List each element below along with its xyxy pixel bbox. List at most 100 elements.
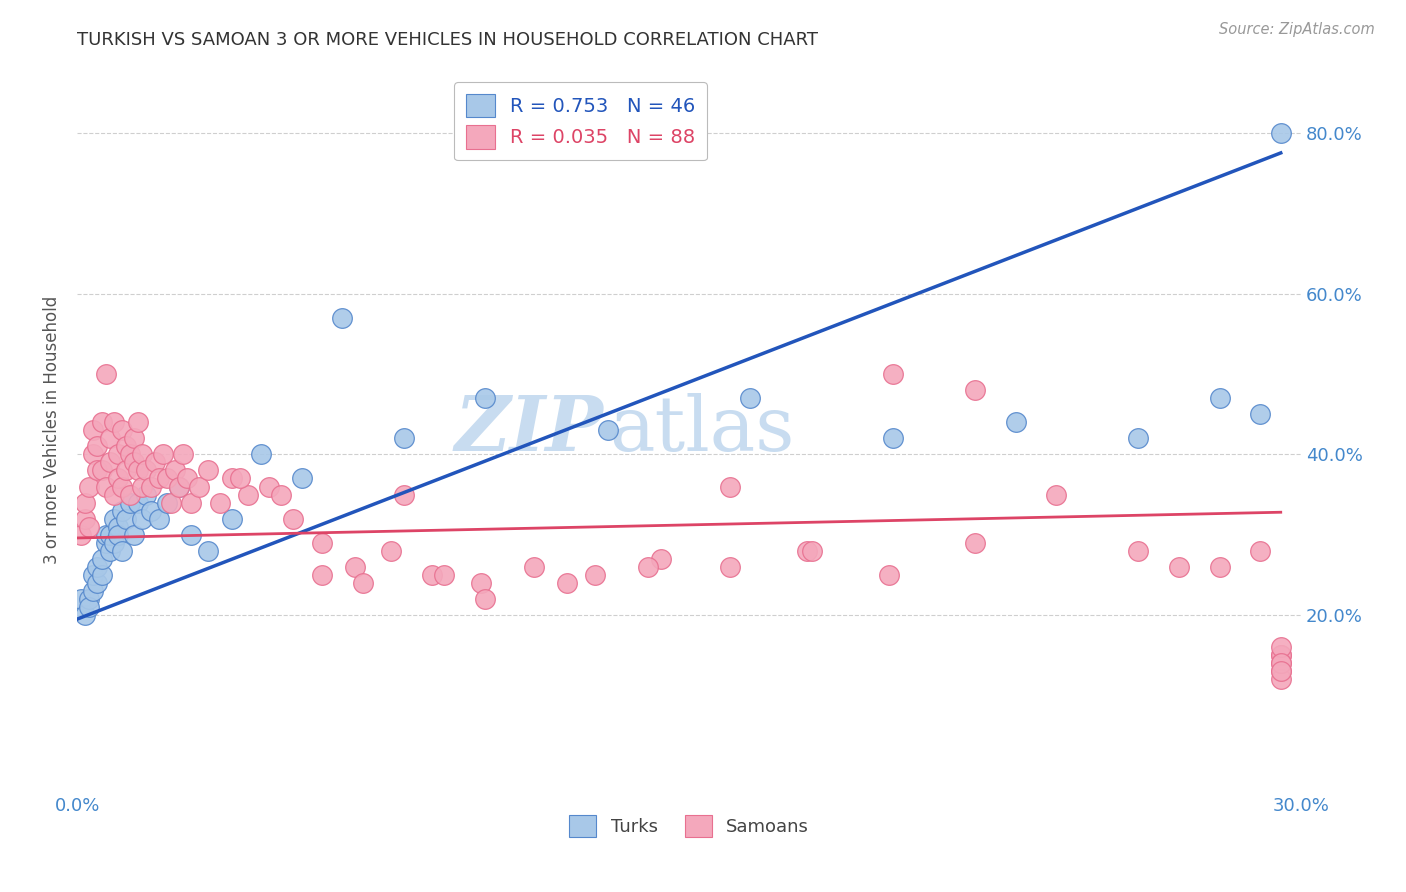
- Point: [156, 495, 179, 509]
- Point: [882, 367, 904, 381]
- Point: [98, 455, 121, 469]
- Point: [474, 592, 496, 607]
- Point: [127, 463, 149, 477]
- Point: [75, 495, 97, 509]
- Point: [103, 415, 125, 429]
- Point: [107, 519, 129, 533]
- Point: [163, 463, 186, 477]
- Point: [115, 511, 138, 525]
- Point: [1167, 560, 1189, 574]
- Point: [1270, 657, 1292, 671]
- Point: [127, 415, 149, 429]
- Text: Source: ZipAtlas.com: Source: ZipAtlas.com: [1219, 22, 1375, 37]
- Point: [1270, 648, 1292, 663]
- Point: [330, 310, 353, 325]
- Point: [94, 535, 117, 549]
- Point: [433, 568, 456, 582]
- Point: [86, 439, 108, 453]
- Point: [107, 447, 129, 461]
- Point: [131, 511, 153, 525]
- Point: [135, 487, 157, 501]
- Point: [1208, 560, 1230, 574]
- Point: [283, 511, 305, 525]
- Point: [111, 423, 134, 437]
- Point: [1126, 544, 1149, 558]
- Point: [1208, 391, 1230, 405]
- Point: [115, 439, 138, 453]
- Point: [94, 367, 117, 381]
- Point: [122, 455, 145, 469]
- Point: [98, 527, 121, 541]
- Point: [352, 576, 374, 591]
- Point: [523, 560, 546, 574]
- Legend: Turks, Samoans: Turks, Samoans: [562, 808, 817, 845]
- Point: [127, 495, 149, 509]
- Point: [167, 479, 190, 493]
- Point: [208, 495, 231, 509]
- Text: TURKISH VS SAMOAN 3 OR MORE VEHICLES IN HOUSEHOLD CORRELATION CHART: TURKISH VS SAMOAN 3 OR MORE VEHICLES IN …: [77, 31, 818, 49]
- Text: ZIP: ZIP: [454, 393, 603, 467]
- Point: [82, 447, 104, 461]
- Point: [188, 479, 211, 493]
- Point: [111, 503, 134, 517]
- Point: [740, 391, 762, 405]
- Point: [380, 544, 402, 558]
- Point: [718, 560, 741, 574]
- Point: [1004, 415, 1026, 429]
- Point: [103, 535, 125, 549]
- Point: [107, 527, 129, 541]
- Point: [86, 463, 108, 477]
- Point: [131, 479, 153, 493]
- Point: [135, 463, 157, 477]
- Point: [238, 487, 260, 501]
- Point: [172, 447, 194, 461]
- Point: [1270, 648, 1292, 663]
- Text: atlas: atlas: [610, 393, 794, 467]
- Point: [963, 535, 986, 549]
- Y-axis label: 3 or more Vehicles in Household: 3 or more Vehicles in Household: [44, 296, 60, 565]
- Point: [1249, 544, 1271, 558]
- Point: [86, 576, 108, 591]
- Point: [718, 479, 741, 493]
- Point: [79, 600, 101, 615]
- Point: [79, 519, 101, 533]
- Point: [637, 560, 659, 574]
- Point: [583, 568, 606, 582]
- Point: [1270, 665, 1292, 679]
- Point: [107, 471, 129, 485]
- Point: [290, 471, 312, 485]
- Point: [103, 487, 125, 501]
- Point: [270, 487, 292, 501]
- Point: [103, 511, 125, 525]
- Point: [120, 495, 142, 509]
- Point: [882, 431, 904, 445]
- Point: [257, 479, 280, 493]
- Point: [800, 544, 823, 558]
- Point: [796, 544, 818, 558]
- Point: [180, 527, 202, 541]
- Point: [139, 479, 162, 493]
- Point: [176, 471, 198, 485]
- Point: [90, 415, 112, 429]
- Point: [1270, 657, 1292, 671]
- Point: [94, 479, 117, 493]
- Point: [249, 447, 271, 461]
- Point: [70, 527, 93, 541]
- Point: [82, 568, 104, 582]
- Point: [470, 576, 492, 591]
- Point: [221, 471, 243, 485]
- Point: [474, 391, 496, 405]
- Point: [221, 511, 243, 525]
- Point: [392, 487, 415, 501]
- Point: [143, 455, 166, 469]
- Point: [420, 568, 443, 582]
- Point: [555, 576, 578, 591]
- Point: [79, 479, 101, 493]
- Point: [596, 423, 619, 437]
- Point: [650, 552, 672, 566]
- Point: [122, 431, 145, 445]
- Point: [392, 431, 415, 445]
- Point: [1270, 665, 1292, 679]
- Point: [98, 431, 121, 445]
- Point: [311, 568, 333, 582]
